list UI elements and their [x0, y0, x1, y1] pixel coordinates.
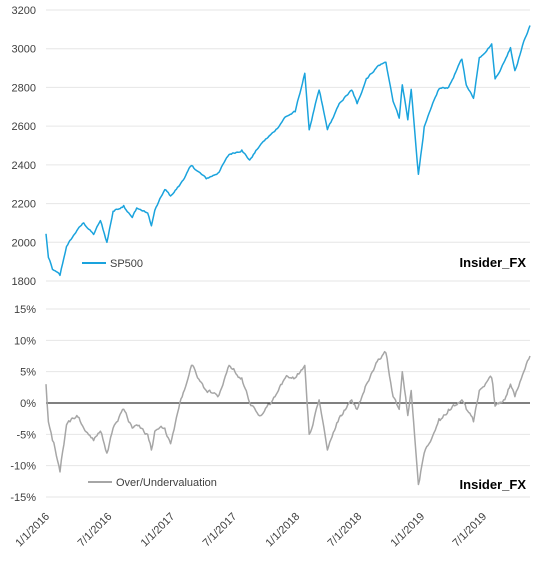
series-line	[45, 25, 531, 277]
y-tick-label: 2000	[12, 237, 36, 249]
y-tick-label: 2600	[12, 121, 36, 133]
watermark-top: Insider_FX	[460, 255, 527, 270]
y-tick-label: 10%	[14, 335, 36, 347]
watermark-bottom: Insider_FX	[460, 477, 527, 492]
x-tick-label: 7/1/2017	[201, 511, 240, 550]
x-tick-label: 7/1/2019	[450, 511, 489, 550]
y-tick-label: -10%	[10, 461, 36, 473]
legend-label: Over/Undervaluation	[116, 477, 217, 489]
y-tick-label: 15%	[14, 304, 36, 316]
x-tick-label: 1/1/2018	[264, 511, 303, 550]
x-tick-label: 7/1/2016	[76, 511, 115, 550]
x-tick-label: 1/1/2019	[389, 511, 428, 550]
sp500-chart: 1800 2000 2200 2400 2600 2800 3000 3200 SP500	[12, 5, 531, 288]
x-tick-label: 1/1/2016	[13, 511, 52, 550]
y-tick-label: 0%	[20, 398, 36, 410]
y-tick-label: -15%	[10, 492, 36, 504]
legend-label: SP500	[110, 258, 143, 270]
y-tick-label: 2400	[12, 160, 36, 172]
y-tick-label: 2200	[12, 199, 36, 211]
y-tick-label: 1800	[12, 276, 36, 288]
x-tick-label: 1/1/2017	[139, 511, 178, 550]
series-line	[45, 350, 531, 486]
y-tick-label: 3000	[12, 44, 36, 56]
y-tick-label: 2800	[12, 82, 36, 94]
x-tick-label: 7/1/2018	[326, 511, 365, 550]
y-tick-label: 3200	[12, 5, 36, 17]
y-tick-label: -5%	[16, 429, 36, 441]
valuation-chart: -15% -10% -5% 0% 5% 10% 15% Over/Undervaluation…	[10, 304, 531, 550]
y-tick-label: 5%	[20, 367, 36, 379]
